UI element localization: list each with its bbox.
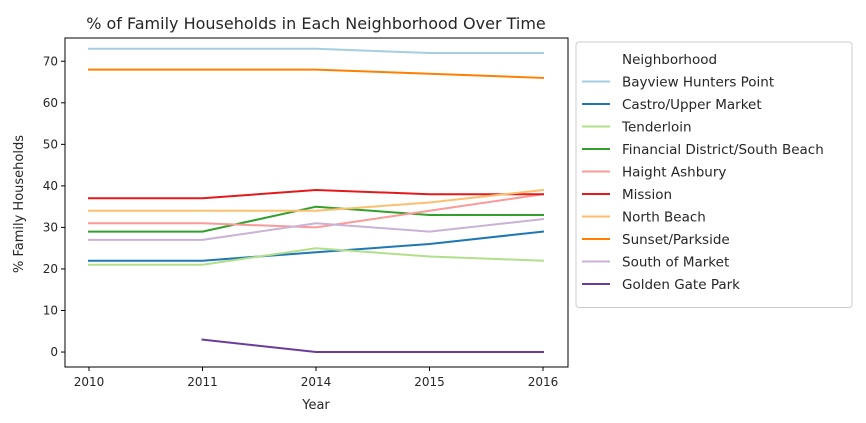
x-tick-label: 2016 xyxy=(528,375,559,389)
legend-label-6: North Beach xyxy=(622,210,706,226)
legend-box xyxy=(575,41,853,308)
y-tick-label: 50 xyxy=(43,137,58,151)
series-line-8 xyxy=(88,217,545,241)
series-line-6 xyxy=(88,188,545,212)
series-line-0 xyxy=(88,47,544,54)
series-line-4 xyxy=(88,193,545,229)
y-tick-label: 20 xyxy=(43,262,58,276)
x-tick-label: 2015 xyxy=(414,375,445,389)
y-tick-label: 10 xyxy=(43,304,58,318)
legend-label-3: Financial District/South Beach xyxy=(622,142,824,158)
x-tick-label: 2014 xyxy=(301,375,332,389)
legend-title: Neighborhood xyxy=(622,52,717,68)
x-tick-label: 2010 xyxy=(74,375,105,389)
series-line-7 xyxy=(88,68,545,79)
legend-label-2: Tenderloin xyxy=(621,120,692,136)
series-line-1 xyxy=(88,230,545,262)
series-line-5 xyxy=(88,189,544,200)
legend-label-7: Sunset/Parkside xyxy=(622,232,730,248)
legend-label-9: Golden Gate Park xyxy=(622,277,740,293)
legend-label-0: Bayview Hunters Point xyxy=(622,75,774,91)
y-tick-label: 40 xyxy=(43,179,58,193)
series-line-2 xyxy=(88,247,545,266)
y-tick-label: 60 xyxy=(43,96,58,110)
legend: Neighborhood Bayview Hunters Point Castro/… xyxy=(575,41,853,308)
legend-label-8: South of Market xyxy=(622,255,729,271)
series-line-9 xyxy=(201,338,544,353)
legend-label-5: Mission xyxy=(622,187,672,203)
plot-area: 0 10 20 30 40 50 60 70 2010 2011 2014 2015 2016 xyxy=(43,37,569,389)
x-tick-label: 2011 xyxy=(187,375,218,389)
legend-label-4: Haight Ashbury xyxy=(622,165,726,181)
y-tick-label: 0 xyxy=(50,345,58,359)
legend-label-1: Castro/Upper Market xyxy=(622,97,762,113)
x-axis-label: Year xyxy=(301,398,330,413)
series-line-3 xyxy=(88,205,544,233)
y-tick-label: 70 xyxy=(43,54,58,68)
chart-title: % of Family Households in Each Neighborh… xyxy=(86,14,546,33)
y-tick-label: 30 xyxy=(43,220,58,234)
y-axis-label: % Family Households xyxy=(12,135,27,273)
